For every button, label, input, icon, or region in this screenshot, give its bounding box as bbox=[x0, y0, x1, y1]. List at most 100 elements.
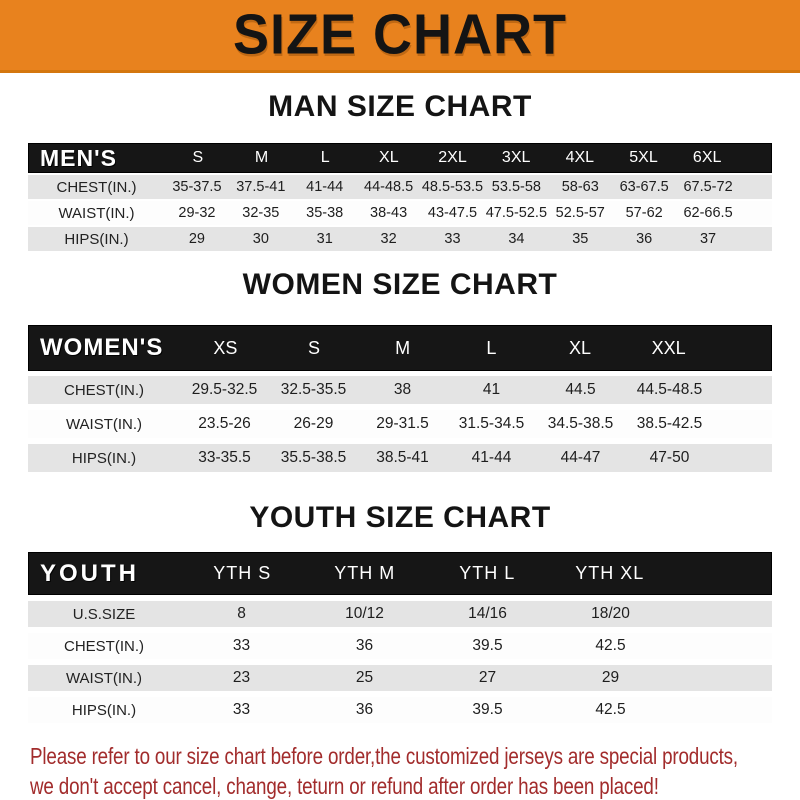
men-cell-0-4: 48.5-53.5 bbox=[421, 179, 484, 195]
men-cell-2-4: 33 bbox=[444, 231, 461, 247]
women-column-header-2: M bbox=[395, 337, 411, 358]
women-cell-1-5: 38.5-42.5 bbox=[636, 415, 703, 432]
women-table-row-2: HIPS(IN.) 33-35.5 35.5-38.5 38.5-41 41-44 44-… bbox=[28, 444, 772, 472]
men-cell-0-8: 67.5-72 bbox=[683, 179, 733, 195]
men-cell-1-8: 62-66.5 bbox=[683, 205, 733, 221]
footer-note-line1: Please refer to our size chart before or… bbox=[30, 743, 738, 769]
women-cell-2-2: 38.5-41 bbox=[376, 449, 429, 466]
women-header-label: WOMEN'S bbox=[40, 334, 164, 361]
women-cell-1-2: 29-31.5 bbox=[376, 415, 429, 432]
youth-cell-1-3: 42.5 bbox=[595, 637, 626, 654]
men-cell-0-0: 35-37.5 bbox=[172, 179, 222, 195]
women-table-row-1: WAIST(IN.) 23.5-26 26-29 29-31.5 31.5-34.5 34… bbox=[28, 410, 772, 438]
men-table-row-1: WAIST(IN.) 29-32 32-35 35-38 38-43 43-47.5 47.… bbox=[28, 201, 772, 225]
men-cell-2-7: 36 bbox=[636, 231, 653, 247]
women-column-header-3: L bbox=[486, 337, 497, 358]
women-size-table: WOMEN'S XS S M L XL XXL CHEST(IN.) 29.5-32.5 32.5… bbox=[28, 325, 772, 472]
youth-cell-0-0: 8 bbox=[237, 605, 246, 622]
women-row-label-1: WAIST(IN.) bbox=[65, 415, 143, 433]
men-column-header-4: 2XL bbox=[438, 149, 467, 166]
women-cell-0-5: 44.5-48.5 bbox=[636, 381, 703, 398]
youth-cell-2-1: 25 bbox=[355, 669, 374, 686]
men-column-header-1: M bbox=[254, 149, 269, 166]
men-column-header-2: L bbox=[320, 149, 330, 166]
women-cell-2-5: 47-50 bbox=[649, 449, 690, 466]
youth-cell-2-0: 23 bbox=[232, 669, 251, 686]
men-column-header-7: 5XL bbox=[629, 149, 658, 166]
youth-row-label-1: CHEST(IN.) bbox=[64, 637, 144, 655]
banner: SIZE CHART bbox=[0, 0, 800, 73]
youth-cell-2-3: 29 bbox=[601, 669, 620, 686]
women-cell-0-4: 44.5 bbox=[565, 381, 596, 398]
men-cell-1-2: 35-38 bbox=[306, 205, 344, 221]
men-cell-0-1: 37.5-41 bbox=[236, 179, 286, 195]
men-column-header-8: 6XL bbox=[692, 149, 722, 166]
men-section-title: MAN SIZE CHART bbox=[268, 90, 532, 123]
men-cell-2-8: 37 bbox=[699, 231, 717, 247]
women-cell-0-2: 38 bbox=[393, 381, 412, 398]
men-cell-0-5: 53.5-58 bbox=[491, 179, 541, 195]
men-table-header-bar: MEN'S S M L XL 2XL 3XL 4XL 5XL 6XL bbox=[28, 143, 772, 173]
men-cell-1-3: 38-43 bbox=[370, 205, 408, 221]
men-cell-1-7: 57-62 bbox=[625, 205, 663, 221]
men-cell-2-0: 29 bbox=[188, 231, 205, 247]
men-column-header-3: XL bbox=[379, 149, 399, 166]
women-cell-2-0: 33-35.5 bbox=[198, 449, 251, 466]
women-row-label-2: HIPS(IN.) bbox=[71, 449, 137, 467]
youth-column-header-3: YTH XL bbox=[575, 563, 645, 583]
men-cell-2-6: 35 bbox=[572, 231, 589, 247]
men-cell-2-3: 32 bbox=[380, 231, 397, 247]
women-cell-1-0: 23.5-26 bbox=[198, 415, 251, 432]
men-cell-1-6: 52.5-57 bbox=[555, 205, 605, 221]
youth-column-header-2: YTH L bbox=[459, 563, 516, 583]
men-column-header-5: 3XL bbox=[501, 149, 531, 166]
youth-row-label-3: HIPS(IN.) bbox=[71, 701, 137, 719]
men-cell-0-3: 44-48.5 bbox=[364, 179, 414, 195]
youth-cell-0-3: 18/20 bbox=[591, 605, 630, 622]
men-cell-2-1: 30 bbox=[252, 231, 269, 247]
men-cell-1-4: 43-47.5 bbox=[427, 205, 478, 221]
youth-cell-3-0: 33 bbox=[232, 701, 251, 718]
women-column-header-1: S bbox=[307, 337, 320, 358]
men-column-header-6: 4XL bbox=[565, 149, 595, 166]
men-column-header-0: S bbox=[192, 149, 204, 166]
men-cell-2-2: 31 bbox=[316, 231, 333, 247]
youth-table-row-1: CHEST(IN.) 33 36 39.5 42.5 bbox=[28, 633, 772, 659]
youth-cell-0-2: 14/16 bbox=[468, 605, 507, 622]
men-cell-2-5: 34 bbox=[508, 231, 525, 247]
youth-section-title: YOUTH SIZE CHART bbox=[249, 501, 551, 534]
men-cell-0-2: 41-44 bbox=[306, 179, 344, 195]
women-cell-2-4: 44-47 bbox=[560, 449, 601, 466]
men-row-label-2: HIPS(IN.) bbox=[64, 230, 129, 248]
youth-cell-3-1: 36 bbox=[355, 701, 374, 718]
women-cell-0-0: 29.5-32.5 bbox=[191, 381, 258, 398]
men-cell-1-1: 32-35 bbox=[242, 205, 280, 221]
youth-size-table: YOUTH YTH S YTH M YTH L YTH XL U.S.SIZE 8 10/12… bbox=[28, 552, 772, 723]
women-cell-1-3: 31.5-34.5 bbox=[458, 415, 525, 432]
youth-table-row-2: WAIST(IN.) 23 25 27 29 bbox=[28, 665, 772, 691]
women-column-header-0: XS bbox=[213, 337, 238, 358]
youth-cell-3-2: 39.5 bbox=[472, 701, 503, 718]
youth-cell-1-1: 36 bbox=[355, 637, 374, 654]
men-cell-0-6: 58-63 bbox=[561, 179, 599, 195]
men-cell-0-7: 63-67.5 bbox=[619, 179, 669, 195]
women-cell-1-1: 26-29 bbox=[293, 415, 334, 432]
women-table-header-bar: WOMEN'S XS S M L XL XXL bbox=[28, 325, 772, 371]
youth-column-header-0: YTH S bbox=[213, 563, 272, 583]
women-column-header-4: XL bbox=[568, 337, 591, 358]
men-table-row-0: CHEST(IN.) 35-37.5 37.5-41 41-44 44-48.5 48.5… bbox=[28, 175, 772, 199]
footer-note: Please refer to our size chart before or… bbox=[30, 741, 738, 800]
youth-cell-1-0: 33 bbox=[232, 637, 251, 654]
youth-table-row-0: U.S.SIZE 8 10/12 14/16 18/20 bbox=[28, 601, 772, 627]
men-size-table: MEN'S S M L XL 2XL 3XL 4XL 5XL 6XL CHEST(IN.) 35-37… bbox=[28, 143, 772, 251]
banner-title: SIZE CHART bbox=[233, 3, 567, 67]
women-cell-1-4: 34.5-38.5 bbox=[547, 415, 614, 432]
women-row-label-0: CHEST(IN.) bbox=[64, 381, 144, 399]
women-column-header-5: XXL bbox=[651, 337, 686, 358]
men-row-label-0: CHEST(IN.) bbox=[56, 178, 137, 196]
women-cell-2-1: 35.5-38.5 bbox=[280, 449, 347, 466]
men-header-label: MEN'S bbox=[40, 144, 117, 171]
youth-cell-1-2: 39.5 bbox=[472, 637, 503, 654]
youth-header-label: YOUTH bbox=[40, 559, 139, 587]
